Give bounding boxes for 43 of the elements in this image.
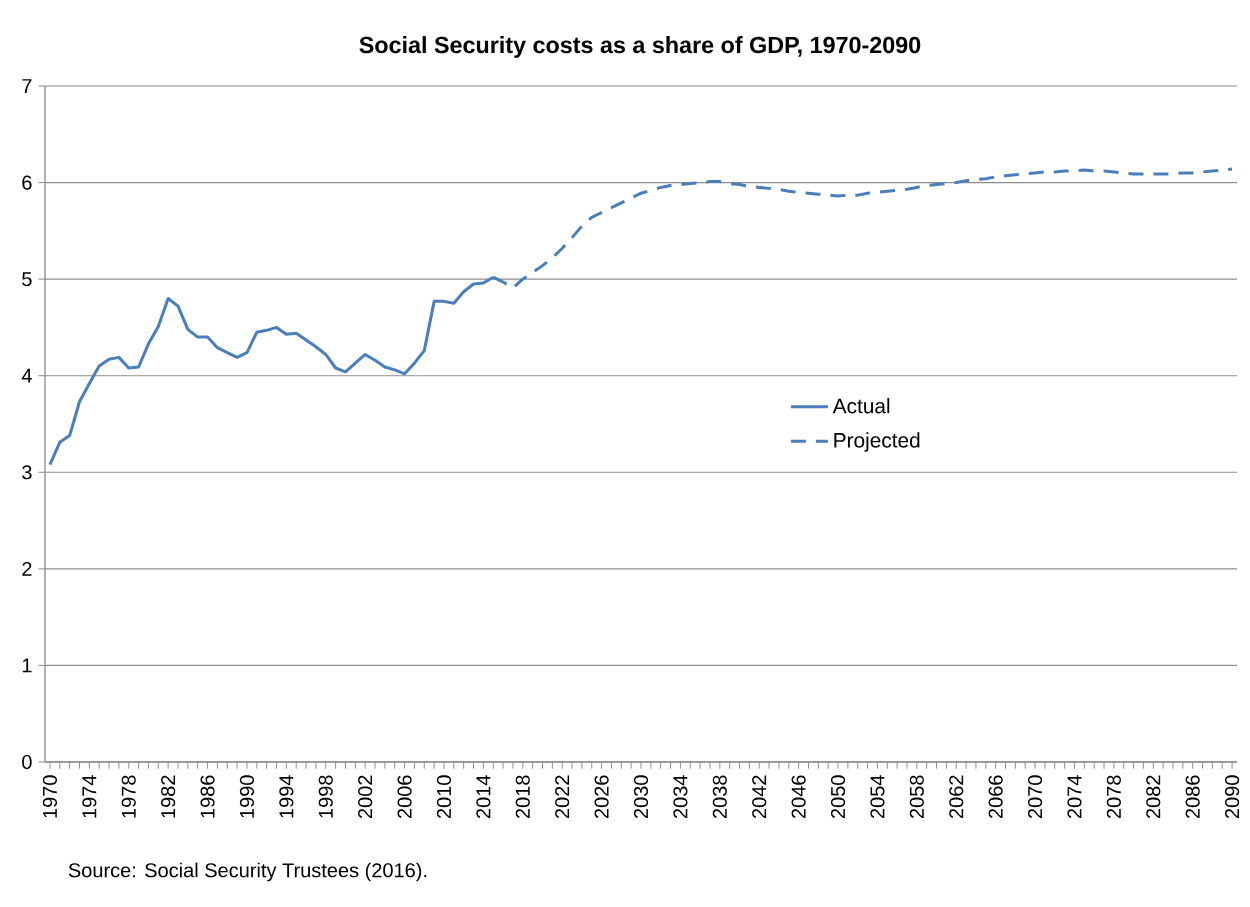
y-tick-label: 6 <box>22 175 32 190</box>
x-tick-label: 1974 <box>82 775 97 818</box>
y-tick-label: 1 <box>22 658 32 673</box>
y-tick-label: 7 <box>22 79 32 93</box>
x-tick-label: 2058 <box>909 775 924 819</box>
x-tick-label: 2022 <box>555 775 570 819</box>
y-tick-label: 3 <box>22 465 32 480</box>
x-tick-label: 2086 <box>1185 775 1200 819</box>
x-tick-label: 1978 <box>121 775 136 818</box>
x-tick-label: 2062 <box>949 775 964 819</box>
x-tick-label: 2066 <box>988 775 1003 819</box>
x-tick-label: 1998 <box>318 775 333 818</box>
source-note: Source: Social Security Trustees (2016). <box>68 862 427 882</box>
x-tick-label: 1990 <box>239 775 255 818</box>
x-tick-label: 2018 <box>515 775 530 819</box>
x-tick-label: 2006 <box>397 775 412 819</box>
x-tick-label: 2046 <box>791 775 806 819</box>
x-tick-label: 1982 <box>161 775 176 818</box>
x-tick-label: 2050 <box>830 775 846 819</box>
x-tick-label: 1970 <box>42 775 57 818</box>
y-tick-label: 0 <box>22 754 32 770</box>
x-tick-label: 2014 <box>476 775 491 819</box>
x-tick-label: 2090 <box>1225 775 1240 819</box>
x-tick-label: 1994 <box>279 775 294 818</box>
y-tick-label: 4 <box>21 368 32 383</box>
y-tick-label: 5 <box>22 272 32 287</box>
x-tick-label: 2078 <box>1106 775 1121 819</box>
x-tick-label: 2054 <box>870 775 885 819</box>
legend-label: Projected <box>834 432 920 452</box>
x-tick-label: 2034 <box>673 775 688 819</box>
x-tick-label: 2030 <box>633 775 649 819</box>
x-tick-label: 2042 <box>752 775 767 819</box>
x-tick-label: 2026 <box>594 775 609 819</box>
x-tick-label: 2002 <box>358 775 373 819</box>
x-tick-label: 2082 <box>1146 775 1161 819</box>
x-tick-label: 2074 <box>1067 775 1082 819</box>
chart-title: Social Security costs as a share of GDP, 1970-2090 <box>359 36 921 58</box>
x-tick-label: 1986 <box>200 775 215 818</box>
legend-label: Actual <box>832 398 890 414</box>
y-tick-label: 2 <box>22 561 32 576</box>
x-tick-label: 2038 <box>712 775 727 819</box>
x-tick-label: 2010 <box>436 775 452 819</box>
x-tick-label: 2070 <box>1027 775 1043 819</box>
